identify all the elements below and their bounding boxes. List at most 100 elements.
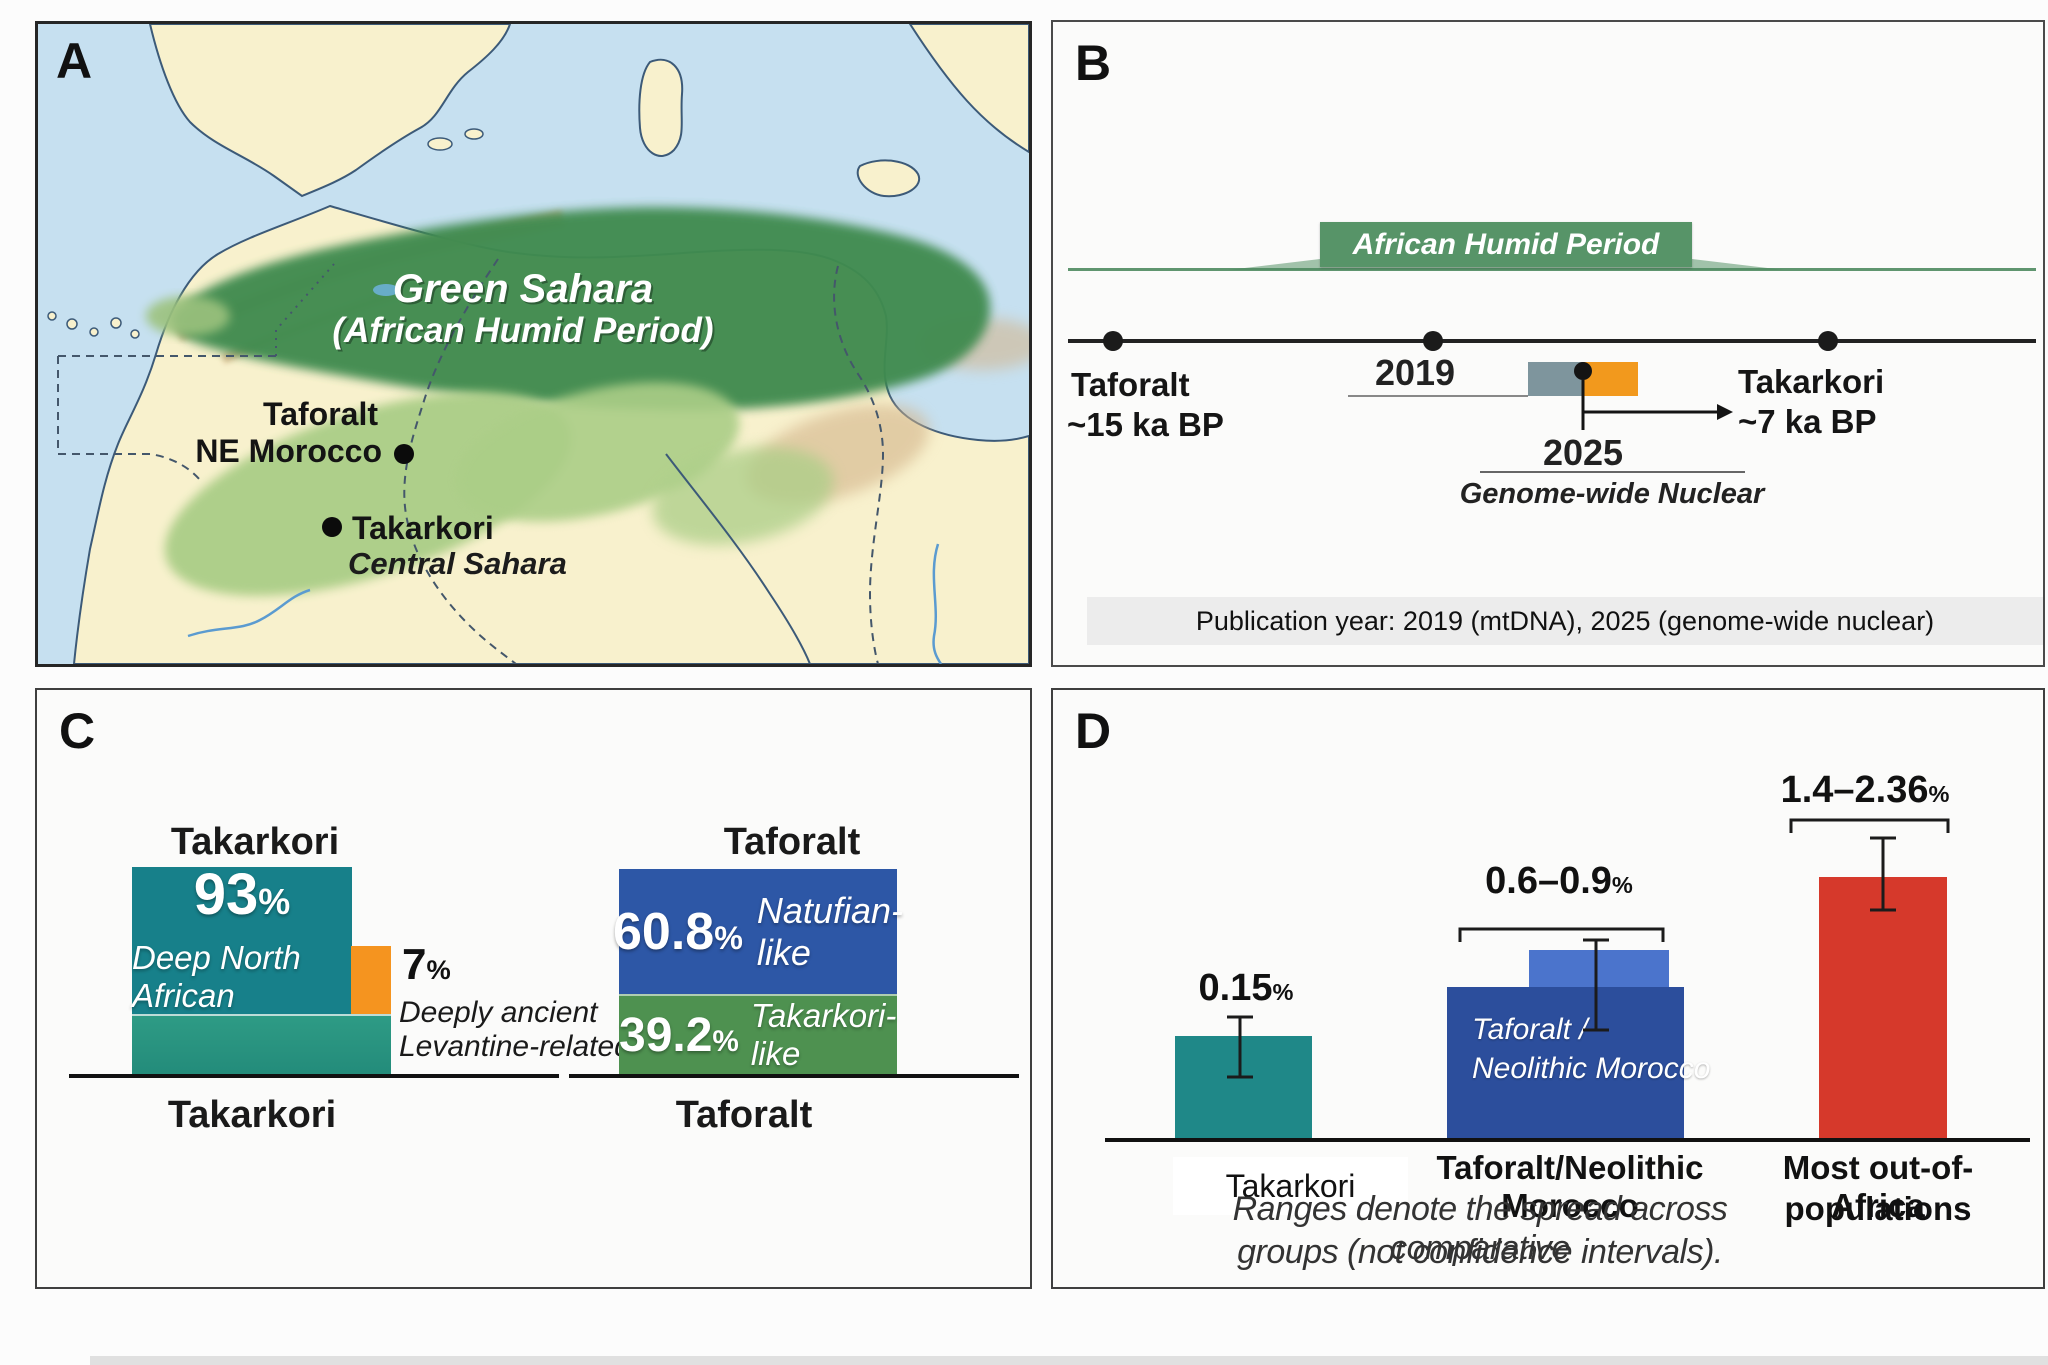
- takarkori-minor-bar: [351, 946, 391, 1014]
- takarkori-axis-line: [69, 1074, 559, 1078]
- panel-c-label: C: [59, 703, 96, 759]
- humid-period-banner-label: African Humid Period: [1352, 227, 1660, 261]
- map-light-green-blob-3: [652, 447, 834, 545]
- takarkori-main-label: Deep North African: [132, 939, 301, 1014]
- map-lake-patch: [373, 284, 399, 296]
- value-label-taforalt: 0.6–0.9%: [1459, 860, 1659, 903]
- publication-note-band: Publication year: 2019 (mtDNA), 2025 (ge…: [1087, 597, 2043, 645]
- map-border-dotted: [275, 263, 335, 356]
- taforalt-takarkorilike-value: 39.2%: [619, 1008, 739, 1063]
- map-rivers: [187, 543, 943, 664]
- map-country-borders-dashed: [57, 258, 885, 664]
- window-edge-strip: [90, 1356, 2048, 1365]
- takarkori-minor-value-pct: %: [426, 954, 451, 985]
- taforalt-takarkorilike-value-number: 39.2: [619, 1008, 713, 1062]
- xlabel-out-of-africa-line2: populations: [1784, 1190, 1972, 1227]
- map-border-solid-se: [665, 453, 811, 664]
- range-bracket-out-of-africa: [1789, 818, 1950, 833]
- value-taforalt-pct: %: [1611, 872, 1633, 898]
- green-sahara-label: Green Sahara: [393, 267, 653, 311]
- taforalt-axis-line: [569, 1074, 1019, 1078]
- value-takarkori-pct: %: [1272, 979, 1294, 1005]
- taforalt-natufian-value-pct: %: [714, 919, 743, 956]
- takarkori-main-bar: 93% Deep North African: [132, 866, 352, 1014]
- xlabel-takarkori-whitebox: Takarkori: [1173, 1157, 1408, 1215]
- nuclear-orange-box: [1583, 362, 1638, 396]
- xlabel-out-of-africa-line1: Most out-of-Africa: [1782, 1149, 1974, 1224]
- bar-out-of-africa: [1819, 877, 1947, 1138]
- xlabel-taforalt: Taforalt/Neolithic Morocco: [1436, 1149, 1704, 1224]
- taforalt-takarkorilike-label: Takarkori-like: [750, 997, 897, 1072]
- takarkori-marker: [322, 517, 342, 537]
- panel-d-comparison: D Taforalt / Neolithic Morocco 0.15% 0.6…: [1051, 688, 2045, 1289]
- timeline-dot-2019: [1423, 331, 1443, 351]
- map-canary-islands: [47, 311, 140, 339]
- bar-taforalt-inner-line2: Neolithic Morocco: [1472, 1052, 1711, 1085]
- map-green-sahara-west-tail: [146, 296, 230, 336]
- takarkori-base-bar: [132, 1014, 391, 1076]
- xlabel-takarkori: Takarkori: [1225, 1167, 1356, 1204]
- takarkori-main-value-pct: %: [258, 881, 291, 922]
- map-italy-landmass: [908, 24, 1029, 154]
- humid-period-line: [1068, 268, 2036, 271]
- genome-wide-nuclear-label: Genome-wide Nuclear: [1459, 478, 1765, 510]
- timeline-graphics: [1068, 259, 2036, 473]
- panel-b-label: B: [1075, 35, 1112, 91]
- map-green-sahara-band: [172, 207, 991, 411]
- taforalt-axis-label: Taforalt: [675, 1094, 813, 1136]
- humid-period-banner: African Humid Period: [1320, 222, 1692, 267]
- bar-taforalt-dark: [1447, 987, 1684, 1138]
- map-sicily-island: [856, 159, 921, 198]
- taforalt-natufian-label: Natufian-like: [756, 889, 903, 973]
- taforalt-region-label: NE Morocco: [195, 433, 382, 469]
- range-bracket-taforalt: [1458, 927, 1665, 942]
- errorbar-taforalt: [1583, 938, 1609, 1032]
- value-label-takarkori: 0.15%: [1176, 967, 1316, 1010]
- timeline-axis: [1068, 339, 2036, 343]
- timeline-dot-taforalt: [1103, 331, 1123, 351]
- north-africa-map: Green Sahara Green Sahara (African Humid…: [38, 24, 1029, 664]
- bar-taforalt-inner-line1: Taforalt /: [1472, 1013, 1588, 1046]
- taforalt-group-title: Taforalt: [723, 821, 861, 863]
- box-junction-dot: [1574, 362, 1592, 380]
- ranges-caption-line1: Ranges denote the spread across comparat…: [1232, 1190, 1728, 1267]
- taforalt-takarkorilike-bar: 39.2% Takarkori-like: [619, 994, 897, 1074]
- arrowhead: [1717, 404, 1733, 420]
- taforalt-natufian-value: 60.8%: [613, 902, 743, 962]
- map-balearic-island-1: [427, 137, 453, 151]
- timeline-year-2019: 2019: [1374, 352, 1456, 393]
- map-sardinia-island: [638, 58, 684, 157]
- takarkori-site-label: Takarkori: [352, 510, 494, 546]
- panel-b-timeline: African Humid Period B Taforalt ~15 ka B…: [1051, 20, 2045, 667]
- panel-a-label: A: [56, 33, 93, 89]
- bar-takarkori: [1175, 1036, 1312, 1138]
- value-taforalt-range: 0.6–0.9: [1485, 860, 1612, 902]
- value-takarkori-number: 0.15: [1198, 967, 1273, 1009]
- timeline-year-2025: 2025: [1542, 432, 1624, 473]
- panel-c-ancestry: C Takarkori 93% Deep North African 7% De…: [35, 688, 1032, 1289]
- takarkori-region-label: Central Sahara: [348, 546, 567, 581]
- panel-d-label: D: [1075, 703, 1112, 759]
- timeline-taforalt-age: ~15 ka BP: [1067, 406, 1224, 443]
- taforalt-natufian-value-number: 60.8: [613, 902, 715, 961]
- takarkori-axis-label: Takarkori: [167, 1094, 337, 1136]
- value-out-of-africa-range: 1.4–2.36: [1780, 769, 1929, 811]
- timeline-takarkori-age: ~7 ka BP: [1738, 403, 1877, 440]
- value-label-out-of-africa: 1.4–2.36%: [1765, 769, 1965, 812]
- value-out-of-africa-pct: %: [1928, 781, 1950, 807]
- takarkori-minor-value: 7%: [402, 940, 451, 990]
- green-sahara-label-shadow: Green Sahara: [395, 269, 655, 313]
- timeline-takarkori-label: Takarkori: [1738, 363, 1885, 400]
- errorbar-out-of-africa: [1870, 836, 1896, 912]
- green-sahara-sublabel: (African Humid Period): [332, 311, 713, 350]
- takarkori-group-title: Takarkori: [170, 821, 340, 863]
- timeline-taforalt-label: Taforalt: [1071, 366, 1190, 403]
- map-balearic-island-2: [464, 128, 484, 140]
- taforalt-site-label: Taforalt: [263, 396, 378, 432]
- ranges-caption-line2: groups (not confidence intervals).: [1237, 1233, 1723, 1271]
- taforalt-takarkorilike-value-pct: %: [712, 1024, 739, 1058]
- green-sahara-sublabel-shadow: (African Humid Period): [334, 313, 715, 352]
- x-axis-line: [1105, 1138, 2030, 1142]
- taforalt-marker: [394, 444, 414, 464]
- takarkori-main-value: 93%: [194, 866, 290, 931]
